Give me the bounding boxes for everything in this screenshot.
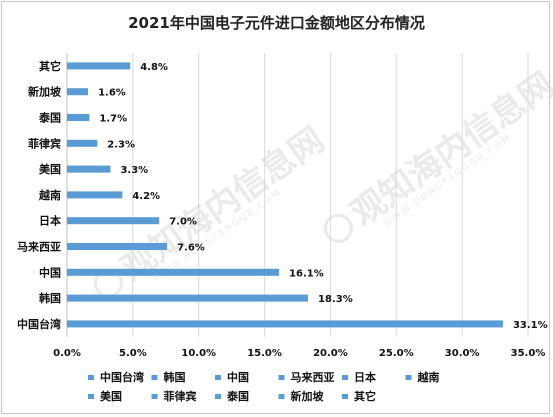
x-tick-label: 25.0% (379, 348, 414, 359)
legend-swatch (342, 375, 348, 380)
legend-label: 越南 (417, 370, 440, 384)
x-tick-label: 10.0% (181, 348, 216, 359)
category-label: 中国台湾 (17, 317, 61, 331)
legend-item: 中国台湾 (88, 370, 144, 384)
x-tick-label: 30.0% (445, 348, 480, 359)
gridlines (66, 53, 529, 337)
x-tick-label: 0.0% (53, 348, 81, 359)
legend-label: 其它 (354, 389, 376, 403)
bar (67, 268, 280, 276)
bar (67, 139, 98, 147)
legend-item: 马来西亚 (278, 370, 335, 384)
legend-swatch (88, 375, 94, 380)
legend-label: 美国 (100, 389, 122, 403)
value-label: 1.6% (98, 88, 126, 99)
legend-item: 泰国 (215, 389, 249, 403)
x-tick-label: 15.0% (247, 348, 282, 359)
category-label: 越南 (38, 188, 61, 202)
x-tick-label: 20.0% (313, 348, 348, 359)
bar (67, 320, 503, 328)
category-label: 美国 (39, 162, 61, 176)
legend-item: 新加坡 (278, 389, 325, 403)
bar (67, 294, 309, 302)
watermark-logo-icon (323, 213, 353, 243)
value-label: 16.1% (289, 268, 324, 279)
x-tick-labels: 0.0% 5.0% 10.0% 15.0% 20.0% 25.0% 30.0% 35.0% (53, 348, 545, 359)
legend-item: 中国 (215, 370, 249, 384)
legend-swatch (215, 375, 221, 380)
legend-swatch (215, 394, 221, 399)
category-label: 泰国 (38, 111, 61, 125)
legend-label: 新加坡 (291, 389, 325, 403)
legend-item: 菲律宾 (151, 389, 197, 403)
bars (67, 62, 503, 328)
legend-item: 日本 (342, 370, 376, 384)
category-label: 韩国 (39, 291, 61, 305)
bar (67, 114, 90, 121)
legend-label: 日本 (354, 370, 376, 384)
legend-label: 中国 (227, 370, 249, 384)
value-label: 33.1% (513, 320, 548, 331)
watermark-text: 观知海内信息网 (344, 65, 553, 234)
category-label: 日本 (39, 214, 61, 228)
legend-swatch (151, 394, 158, 399)
legend-swatch (405, 375, 412, 380)
category-label: 中国 (39, 265, 61, 279)
value-label: 4.8% (140, 62, 168, 73)
legend-item: 其它 (342, 389, 376, 403)
legend-label: 泰国 (226, 389, 249, 403)
value-label: 7.0% (169, 217, 197, 228)
category-label: 其它 (39, 59, 61, 73)
bar (67, 217, 160, 225)
category-label: 马来西亚 (17, 240, 61, 254)
value-label: 18.3% (318, 294, 353, 305)
value-label: 7.6% (177, 243, 205, 254)
legend-label: 中国台湾 (100, 370, 144, 384)
value-labels: 4.8% 1.6% 1.7% 2.3% 3.3% 4.2% 7.0% 7.6% 16.1% 18.… (98, 62, 548, 331)
value-label: 2.3% (107, 139, 135, 150)
legend-label: 菲律宾 (164, 389, 197, 403)
legend-swatch (278, 394, 285, 399)
bar (67, 243, 168, 250)
value-label: 4.2% (132, 191, 160, 202)
bar (67, 191, 123, 199)
watermark-text: 观知海内信息网 (114, 120, 332, 289)
bar (67, 62, 131, 70)
legend-label: 马来西亚 (291, 370, 335, 384)
bar (67, 88, 89, 96)
legend-swatch (278, 375, 285, 380)
legend-swatch (151, 375, 158, 380)
category-label: 菲律宾 (28, 136, 61, 150)
legend-swatch (342, 394, 348, 399)
legend-swatch (88, 394, 94, 399)
legend-item: 越南 (405, 370, 440, 384)
x-tick-label: 5.0% (119, 348, 147, 359)
category-label: 新加坡 (28, 85, 62, 99)
legend-item: 韩国 (151, 370, 186, 384)
bar (67, 165, 111, 173)
legend-item: 美国 (88, 389, 122, 403)
chart-title: 2021年中国电子元件进口金额地区分布情况 (128, 14, 425, 32)
value-label: 3.3% (120, 165, 148, 176)
x-tick-label: 35.0% (511, 348, 546, 359)
legend-label: 韩国 (164, 370, 186, 384)
value-label: 1.7% (99, 114, 127, 125)
